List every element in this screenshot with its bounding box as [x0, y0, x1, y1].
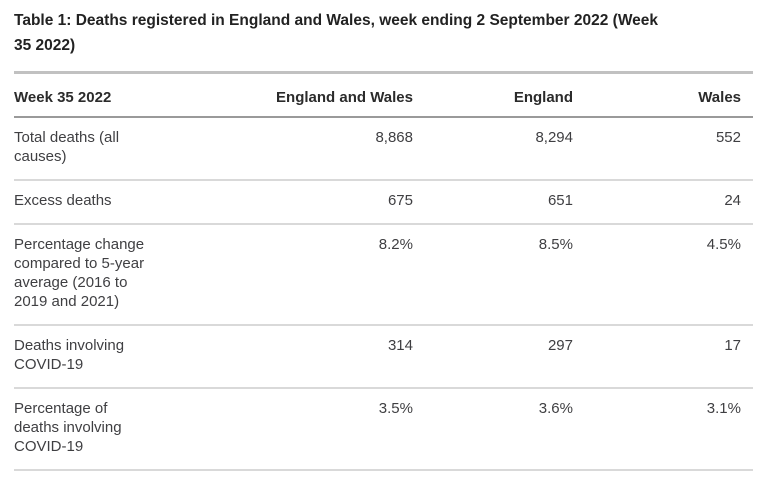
value-england: 8,294 [535, 129, 573, 146]
column-header-england: England [413, 71, 573, 118]
table-row-total-deaths: Total deaths (all causes) 8,868 8,294 55… [14, 117, 753, 180]
column-header-england-and-wales: England and Wales [270, 71, 413, 118]
value-wales: 552 [715, 129, 741, 146]
deaths-registered-table: Week 35 2022 England and Wales England W… [14, 71, 753, 471]
header-row: Week 35 2022 England and Wales England W… [14, 71, 753, 118]
value-england-and-wales: 675 [270, 179, 413, 224]
column-header-week: Week 35 2022 [14, 71, 270, 118]
row-label: Excess deaths [14, 179, 270, 224]
value-england: 8.5% [413, 223, 573, 325]
row-label: Deaths involving COVID-19 [14, 324, 270, 388]
row-label: Percentage change compared to 5-year ave… [14, 223, 270, 325]
value-wales: 24 [573, 179, 753, 224]
table-row-covid-deaths: Deaths involving COVID-19 314 297 17 [14, 324, 753, 388]
table-row-covid-percentage: Percentage of deaths involving COVID-19 … [14, 387, 753, 471]
value-wales: 4.5% [573, 223, 753, 325]
row-label: Total deaths (all causes) [14, 129, 120, 165]
value-england: 3.6% [413, 387, 573, 471]
value-england: 651 [413, 179, 573, 224]
value-england-and-wales: 3.5% [270, 387, 413, 471]
row-label: Percentage of deaths involving COVID-19 [14, 387, 270, 471]
table-row-excess-deaths: Excess deaths 675 651 24 [14, 179, 753, 224]
value-wales: 3.1% [573, 387, 753, 471]
value-wales: 17 [573, 324, 753, 388]
value-england-and-wales: 8,868 [375, 129, 413, 146]
value-england-and-wales: 8.2% [270, 223, 413, 325]
value-england-and-wales: 314 [270, 324, 413, 388]
column-header-wales: Wales [573, 71, 753, 118]
table-title: Table 1: Deaths registered in England an… [14, 12, 659, 54]
table-row-percentage-change: Percentage change compared to 5-year ave… [14, 223, 753, 325]
value-england: 297 [413, 324, 573, 388]
